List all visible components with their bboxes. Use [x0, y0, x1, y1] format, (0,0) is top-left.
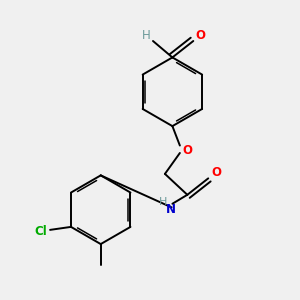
Text: H: H	[159, 197, 168, 207]
Text: O: O	[196, 29, 206, 42]
Text: N: N	[166, 203, 176, 216]
Text: O: O	[183, 144, 193, 158]
Text: Cl: Cl	[35, 225, 47, 238]
Text: H: H	[142, 29, 151, 42]
Text: O: O	[212, 167, 222, 179]
